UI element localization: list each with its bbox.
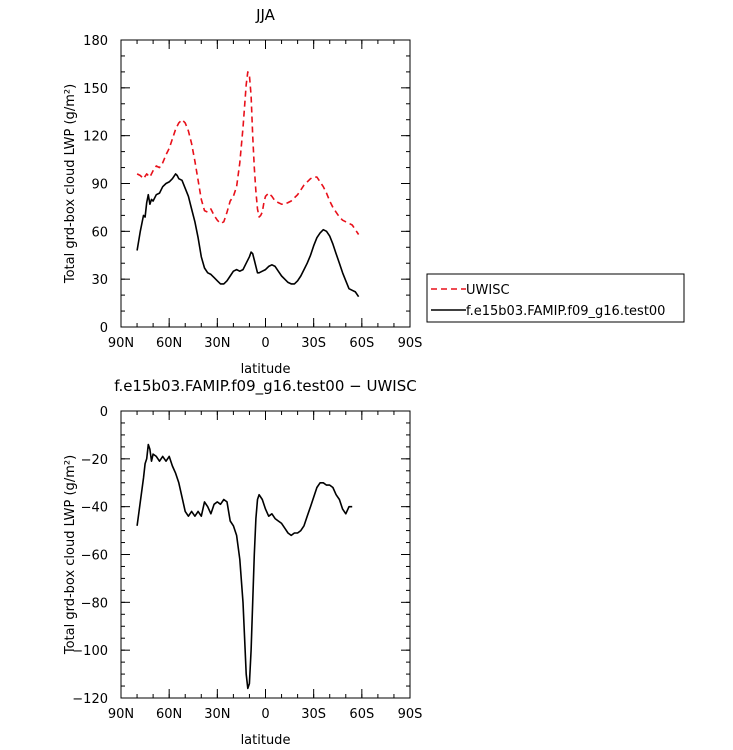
plot-frame bbox=[120, 39, 411, 328]
y-tick-label: −120 bbox=[72, 692, 108, 707]
chart-title: f.e15b03.FAMIP.f09_g16.test00 − UWISC bbox=[114, 377, 416, 396]
x-tick-label: 0 bbox=[261, 707, 269, 722]
y-tick-label: −80 bbox=[81, 596, 108, 611]
x-tick-label: 60S bbox=[349, 707, 374, 722]
y-tick-label: 150 bbox=[83, 82, 108, 97]
legend-label-1: UWISC bbox=[466, 283, 510, 298]
y-tick-label: −60 bbox=[81, 549, 108, 564]
x-tick-label: 90S bbox=[398, 336, 423, 351]
y-tick-label: 60 bbox=[91, 225, 108, 240]
legend-label-2: f.e15b03.FAMIP.f09_g16.test00 bbox=[466, 304, 665, 319]
x-tick-label: 60S bbox=[349, 336, 374, 351]
y-tick-label: 90 bbox=[91, 178, 108, 193]
x-tick-label: 90S bbox=[398, 707, 423, 722]
x-axis-label: latitude bbox=[241, 733, 291, 748]
chart-title: JJA bbox=[255, 6, 276, 24]
series-line-2 bbox=[136, 173, 360, 298]
y-axis-label: Total grd-box cloud LWP (g/m²) bbox=[63, 84, 78, 284]
x-axis-label: latitude bbox=[241, 362, 291, 377]
x-tick-label: 30S bbox=[301, 336, 326, 351]
x-tick-label: 90N bbox=[108, 707, 134, 722]
y-tick-label: 0 bbox=[100, 405, 108, 420]
plot-frame bbox=[120, 410, 411, 699]
y-tick-label: 30 bbox=[91, 273, 108, 288]
x-tick-label: 90N bbox=[108, 336, 134, 351]
y-tick-label: −20 bbox=[81, 453, 108, 468]
x-tick-label: 0 bbox=[261, 336, 269, 351]
top-panel: 90N 60N 30N 0 30S 60S 90S 0 30 60 90 120 150 180 JJA la… bbox=[63, 6, 422, 377]
bottom-panel: 90N 60N 30N 0 30S 60S 90S −120 −100 −80 −60 −40 −20 0… bbox=[63, 377, 422, 748]
series-line-1 bbox=[136, 71, 360, 235]
x-tick-label: 60N bbox=[156, 336, 182, 351]
x-tick-label: 30N bbox=[204, 336, 230, 351]
x-tick-label: 60N bbox=[156, 707, 182, 722]
y-tick-label: 0 bbox=[100, 321, 108, 336]
y-tick-label: −40 bbox=[81, 501, 108, 516]
y-tick-label: −100 bbox=[72, 644, 108, 659]
x-tick-label: 30S bbox=[301, 707, 326, 722]
y-tick-label: 180 bbox=[83, 34, 108, 49]
x-tick-label: 30N bbox=[204, 707, 230, 722]
series-line-1 bbox=[136, 443, 353, 690]
legend: UWISC f.e15b03.FAMIP.f09_g16.test00 bbox=[426, 273, 685, 323]
y-axis-label: Total grd-box cloud LWP (g/m²) bbox=[63, 455, 78, 655]
legend-box bbox=[426, 273, 685, 323]
y-tick-label: 120 bbox=[83, 130, 108, 145]
